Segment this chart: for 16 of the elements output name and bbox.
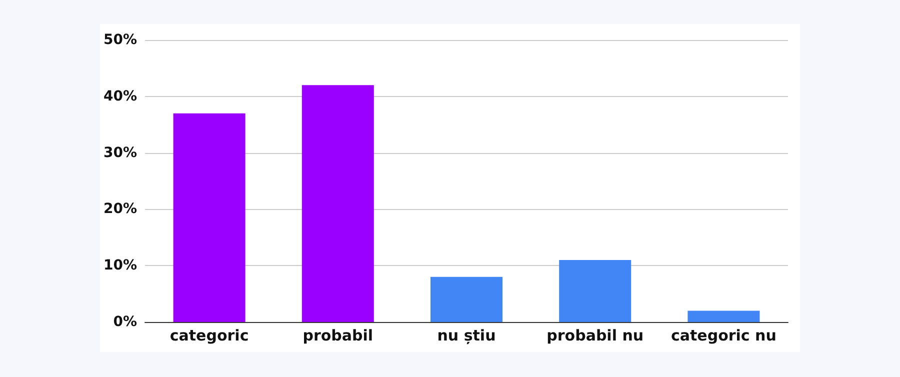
- x-tick-label: categoric: [170, 326, 249, 344]
- y-tick-label: 0%: [113, 314, 137, 330]
- y-tick-label: 50%: [103, 32, 137, 48]
- bar: [688, 310, 760, 322]
- bar: [430, 276, 503, 322]
- bar: [173, 113, 246, 322]
- x-tick-label: categoric nu: [670, 326, 776, 344]
- y-tick-label: 40%: [103, 88, 137, 104]
- y-tick-label: 10%: [103, 258, 137, 274]
- y-tick-label: 20%: [103, 201, 137, 218]
- bar: [559, 260, 632, 322]
- x-tick-label: nu știu: [437, 326, 496, 344]
- x-tick-label: probabil nu: [546, 326, 644, 344]
- x-tick-label: probabil: [302, 326, 374, 344]
- bar: [302, 85, 374, 322]
- y-tick-label: 30%: [103, 144, 137, 161]
